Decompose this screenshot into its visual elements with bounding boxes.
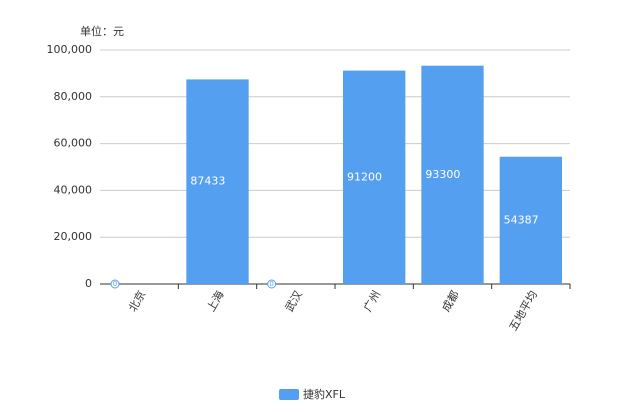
y-tick-label: 80,000: [54, 90, 93, 103]
x-tick-label: 五地平均: [507, 289, 540, 334]
x-tick-label: 武汉: [283, 289, 305, 315]
value-label: 54387: [504, 213, 539, 226]
x-tick-label: 北京: [125, 288, 148, 314]
y-tick-label: 40,000: [54, 183, 93, 196]
value-label: 93300: [425, 168, 460, 181]
x-tick-label: 成都: [439, 289, 461, 315]
value-label: 0: [269, 280, 273, 288]
bar: [186, 79, 249, 285]
legend-swatch: [279, 389, 299, 400]
y-tick-label: 0: [85, 277, 92, 290]
y-tick-label: 20,000: [54, 230, 93, 243]
x-tick-label: 上海: [204, 288, 227, 314]
value-label: 87433: [190, 175, 225, 188]
value-label: 0: [113, 280, 117, 288]
y-axis-label: 单位：元: [80, 24, 124, 38]
legend-label: 捷豹XFL: [303, 387, 346, 401]
y-tick-label: 60,000: [54, 137, 93, 150]
value-label: 91200: [347, 170, 382, 183]
bar: [499, 156, 562, 284]
x-tick-label: 广州: [361, 289, 383, 315]
y-tick-label: 100,000: [47, 43, 93, 56]
bar: [343, 70, 406, 284]
zero-marker: [267, 279, 277, 289]
bar: [421, 65, 484, 284]
zero-marker: [110, 279, 120, 289]
